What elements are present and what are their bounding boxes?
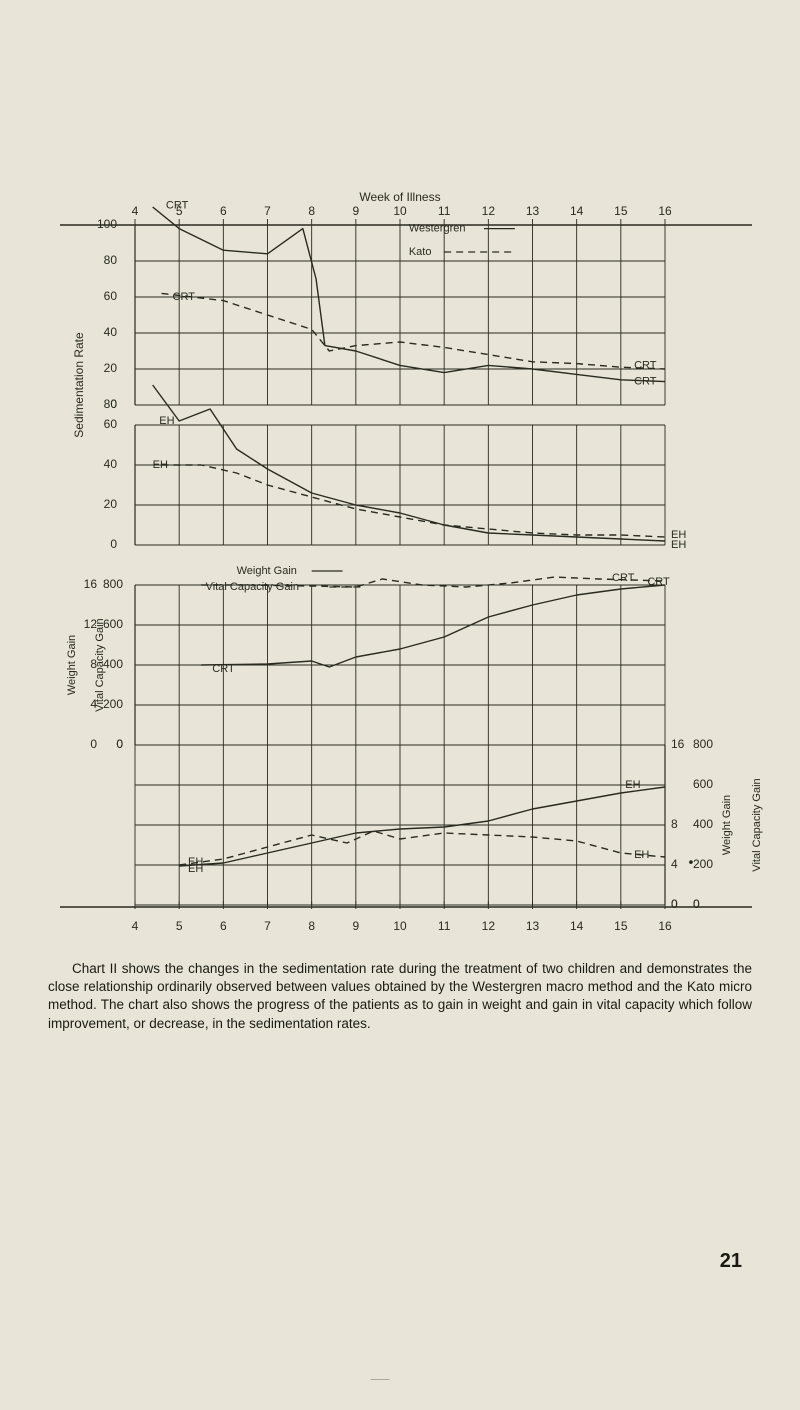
svg-text:6: 6 (220, 204, 227, 218)
svg-text:40: 40 (104, 457, 118, 471)
chart-svg: Week of Illness4567891011121314151602040… (30, 190, 770, 930)
svg-text:15: 15 (614, 919, 628, 933)
svg-text:EH: EH (153, 459, 168, 471)
svg-text:60: 60 (104, 417, 118, 431)
svg-text:EH: EH (634, 849, 649, 861)
svg-text:12: 12 (482, 919, 496, 933)
svg-text:200: 200 (103, 697, 123, 711)
svg-text:5: 5 (176, 919, 183, 933)
svg-text:80: 80 (104, 397, 118, 411)
svg-text:•: • (689, 854, 694, 870)
svg-text:16: 16 (658, 919, 672, 933)
svg-text:16: 16 (658, 204, 672, 218)
svg-text:14: 14 (570, 204, 584, 218)
svg-text:11: 11 (438, 919, 451, 933)
svg-text:60: 60 (104, 289, 118, 303)
svg-text:10: 10 (393, 204, 407, 218)
svg-text:6: 6 (220, 919, 227, 933)
svg-text:EH: EH (625, 779, 640, 791)
svg-text:Vital Capacity Gain: Vital Capacity Gain (206, 581, 299, 593)
svg-text:14: 14 (570, 919, 584, 933)
svg-text:4: 4 (132, 919, 139, 933)
print-mark: ⸺ (370, 1370, 390, 1387)
svg-text:EH: EH (159, 415, 174, 427)
svg-text:800: 800 (693, 737, 713, 751)
svg-text:13: 13 (526, 204, 540, 218)
chart-caption: Chart II shows the changes in the sedime… (48, 960, 752, 1033)
svg-text:4: 4 (132, 204, 139, 218)
svg-text:Sedimentation Rate: Sedimentation Rate (72, 332, 86, 438)
svg-text:Weight Gain: Weight Gain (721, 795, 733, 855)
page-number: 21 (720, 1250, 742, 1273)
svg-text:800: 800 (103, 577, 123, 591)
svg-text:CRT: CRT (634, 376, 657, 388)
svg-text:CRT: CRT (212, 663, 235, 675)
svg-text:0: 0 (110, 537, 117, 551)
svg-text:CRT: CRT (173, 291, 196, 303)
svg-text:100: 100 (97, 217, 117, 231)
svg-text:CRT: CRT (634, 359, 657, 371)
svg-text:20: 20 (104, 497, 118, 511)
chart-ii: Week of Illness4567891011121314151602040… (30, 190, 770, 930)
svg-text:400: 400 (103, 657, 123, 671)
svg-text:EH: EH (188, 863, 203, 875)
svg-text:4: 4 (671, 857, 678, 871)
svg-text:8: 8 (308, 204, 315, 218)
svg-text:Westergren: Westergren (409, 223, 466, 235)
svg-text:13: 13 (526, 919, 540, 933)
svg-text:Week of Illness: Week of Illness (359, 190, 440, 204)
svg-text:11: 11 (438, 204, 451, 218)
svg-text:16: 16 (671, 737, 685, 751)
svg-text:CRT: CRT (647, 576, 670, 588)
svg-text:Weight Gain: Weight Gain (237, 565, 297, 577)
svg-text:40: 40 (104, 325, 118, 339)
svg-text:600: 600 (103, 617, 123, 631)
svg-text:200: 200 (693, 857, 713, 871)
svg-text:0: 0 (90, 737, 97, 751)
svg-text:EH: EH (671, 539, 686, 551)
svg-text:Kato: Kato (409, 246, 432, 258)
svg-text:10: 10 (393, 919, 407, 933)
svg-text:8: 8 (308, 919, 315, 933)
svg-text:0: 0 (671, 897, 678, 911)
svg-text:Vital Capacity Gain: Vital Capacity Gain (94, 618, 106, 711)
svg-text:9: 9 (352, 204, 359, 218)
svg-text:CRT: CRT (612, 572, 635, 584)
svg-text:15: 15 (614, 204, 628, 218)
svg-text:0: 0 (693, 897, 700, 911)
svg-text:12: 12 (482, 204, 496, 218)
svg-text:400: 400 (693, 817, 713, 831)
svg-text:9: 9 (352, 919, 359, 933)
svg-text:Weight Gain: Weight Gain (66, 635, 78, 695)
svg-text:16: 16 (84, 577, 98, 591)
svg-text:20: 20 (104, 361, 118, 375)
svg-text:CRT: CRT (166, 199, 189, 211)
svg-text:0: 0 (116, 737, 123, 751)
svg-text:7: 7 (264, 204, 271, 218)
svg-text:Vital Capacity Gain: Vital Capacity Gain (751, 778, 763, 871)
svg-text:7: 7 (264, 919, 271, 933)
svg-text:8: 8 (671, 817, 678, 831)
svg-text:600: 600 (693, 777, 713, 791)
svg-text:80: 80 (104, 253, 118, 267)
page-root: Week of Illness4567891011121314151602040… (0, 0, 800, 1410)
